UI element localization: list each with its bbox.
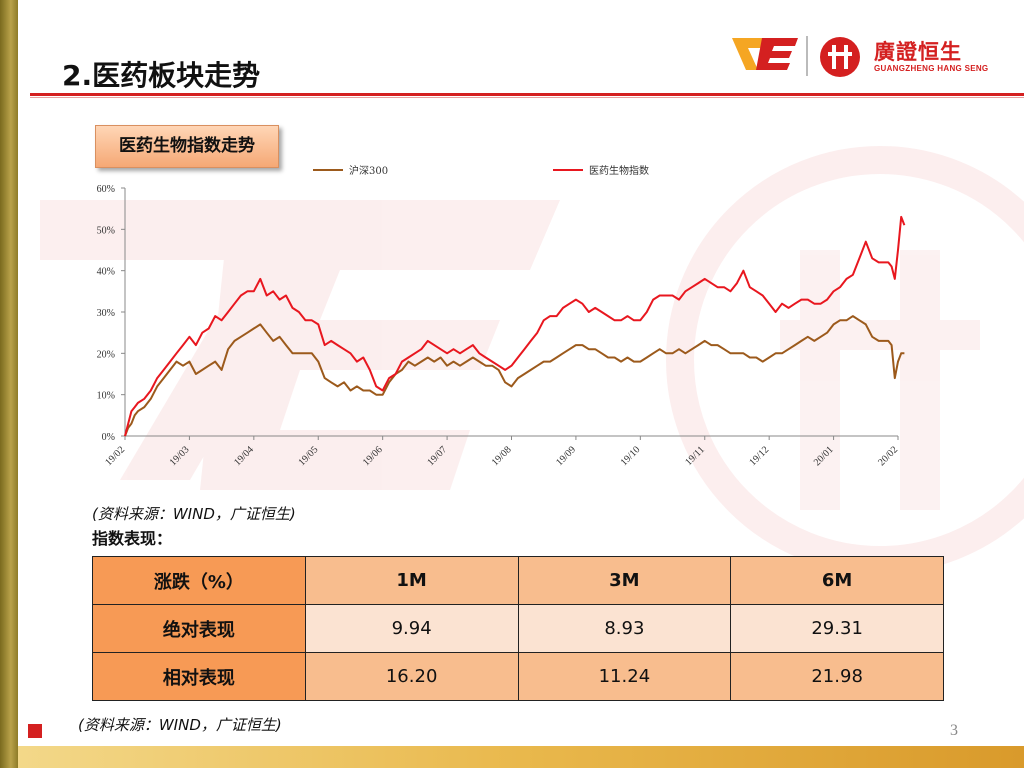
series-line-pharma <box>124 215 906 437</box>
title-underline-thin <box>30 97 1024 98</box>
table-row: 绝对表现 9.94 8.93 29.31 <box>92 604 944 653</box>
y-tick-label: 10% <box>97 391 115 402</box>
y-tick-label: 40% <box>97 267 115 278</box>
y-tick-label: 30% <box>97 308 115 319</box>
brand-name-cn: 廣證恒生 <box>874 40 962 64</box>
legend-label: 医药生物指数 <box>589 164 649 177</box>
column-header-6m: 6M <box>730 556 944 605</box>
table-source-note: (资料来源：WIND，广证恒生) <box>78 716 282 734</box>
title-underline <box>30 93 1024 96</box>
y-tick-label: 50% <box>97 225 115 236</box>
x-tick-label: 19/04 <box>232 444 256 468</box>
series-line-hs300 <box>124 315 905 437</box>
x-tick-label: 19/06 <box>361 444 385 468</box>
brand-name-en: GUANGZHENG HANG SENG <box>874 64 989 73</box>
table-cell: 21.98 <box>730 652 944 701</box>
x-tick-label: 19/03 <box>168 444 192 468</box>
x-tick-label: 20/02 <box>876 444 900 468</box>
x-tick-label: 19/09 <box>554 444 578 468</box>
y-tick-label: 60% <box>97 184 115 195</box>
legend-label: 沪深300 <box>349 164 388 177</box>
table-cell: 8.93 <box>517 604 732 653</box>
left-accent-bar <box>0 0 18 768</box>
bottom-accent-bar <box>18 746 1024 768</box>
page-number: 3 <box>950 722 958 739</box>
table-cell: 11.24 <box>517 652 732 701</box>
y-tick-label: 20% <box>97 349 115 360</box>
x-tick-label: 19/02 <box>103 444 127 468</box>
x-tick-label: 19/10 <box>619 444 643 468</box>
row-label-absolute: 绝对表现 <box>92 604 306 653</box>
x-tick-label: 19/08 <box>490 444 514 468</box>
table-row: 相对表现 16.20 11.24 21.98 <box>92 652 944 701</box>
x-tick-label: 19/12 <box>747 444 771 468</box>
column-header-3m: 3M <box>517 556 732 605</box>
x-tick-label: 19/11 <box>683 444 707 468</box>
x-tick-label: 20/01 <box>812 444 836 468</box>
row-label-relative: 相对表现 <box>92 652 306 701</box>
chart-source-note: (资料来源：WIND，广证恒生) <box>92 505 296 523</box>
table-cell: 9.94 <box>304 604 519 653</box>
table-corner-cell: 涨跌（%） <box>92 556 306 605</box>
table-header-row: 涨跌（%） 1M 3M 6M <box>92 556 944 605</box>
footer-red-marker <box>28 724 42 738</box>
page-title: 2.医药板块走势 <box>62 59 261 92</box>
x-tick-label: 19/05 <box>296 444 320 468</box>
company-logo <box>732 37 860 77</box>
table-cell: 16.20 <box>304 652 519 701</box>
table-cell: 29.31 <box>730 604 944 653</box>
x-tick-label: 19/07 <box>425 444 449 468</box>
logo-divider <box>806 36 808 76</box>
column-header-1m: 1M <box>304 556 519 605</box>
performance-label: 指数表现： <box>92 529 173 548</box>
y-tick-label: 0% <box>102 432 115 443</box>
chart-section-tag: 医药生物指数走势 <box>95 125 279 168</box>
index-trend-chart: 0% 10% 20% 30% 40% 50% 60% 19/02 19/03 19/04 19/05… <box>97 164 906 468</box>
performance-table: 涨跌（%） 1M 3M 6M 绝对表现 9.94 8.93 29.31 相对表现… <box>92 556 944 701</box>
